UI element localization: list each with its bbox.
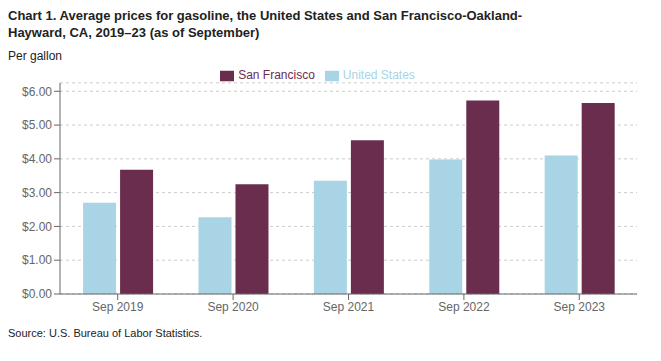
html-text:Hayward, CA, 2019–23 (as of Se: Hayward, CA, 2019–23 (as of September) [8,24,260,40]
svg-text:$0.00: $0.00 [22,287,52,301]
svg-text:$4.00: $4.00 [22,152,52,166]
svg-text:$3.00: $3.00 [22,186,52,200]
svg-text:Sep 2020: Sep 2020 [207,299,259,313]
html-text:Source: U.S. Bureau of Labor S: Source: U.S. Bureau of Labor Statistics. [8,326,203,339]
svg-text:$1.00: $1.00 [22,253,52,267]
html-text:Chart 1. Average prices for ga: Chart 1. Average prices for gasoline, th… [8,8,523,23]
svg-text:Sep 2021: Sep 2021 [323,299,375,313]
svg-text:$5.00: $5.00 [22,118,52,132]
html-text:United States: United States [342,67,415,82]
svg-text:Sep 2022: Sep 2022 [438,299,490,313]
svg-text:Sep 2023: Sep 2023 [554,299,606,313]
html-text:San Francisco: San Francisco [238,67,315,82]
html-text:Per gallon: Per gallon [8,48,62,63]
svg-text:Sep 2019: Sep 2019 [92,299,144,313]
svg-text:$2.00: $2.00 [22,219,52,233]
svg-text:$6.00: $6.00 [22,84,52,98]
